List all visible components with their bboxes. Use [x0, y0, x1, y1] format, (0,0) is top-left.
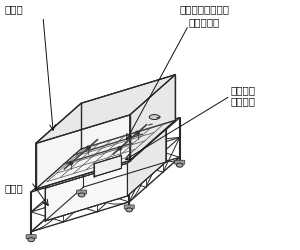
FancyBboxPatch shape — [26, 235, 36, 239]
Polygon shape — [36, 104, 81, 190]
Polygon shape — [128, 130, 166, 196]
Text: ２軸マイクロホン: ２軸マイクロホン — [180, 4, 230, 15]
Polygon shape — [36, 121, 175, 190]
Polygon shape — [94, 156, 122, 177]
Text: トラバース: トラバース — [189, 17, 220, 27]
Polygon shape — [45, 130, 166, 188]
Polygon shape — [81, 76, 175, 150]
Polygon shape — [130, 76, 175, 161]
Circle shape — [87, 146, 90, 150]
Ellipse shape — [78, 193, 85, 197]
Circle shape — [118, 147, 122, 150]
Polygon shape — [36, 76, 175, 144]
Circle shape — [69, 162, 73, 165]
Ellipse shape — [176, 164, 183, 168]
Text: 残響箱: 残響箱 — [4, 182, 23, 192]
Polygon shape — [36, 116, 130, 190]
FancyBboxPatch shape — [175, 160, 185, 164]
Circle shape — [136, 132, 139, 135]
Ellipse shape — [28, 238, 34, 242]
Polygon shape — [45, 162, 166, 221]
Text: 無響箱: 無響箱 — [4, 4, 23, 15]
Text: カセット: カセット — [230, 96, 255, 106]
Polygon shape — [45, 164, 128, 221]
FancyBboxPatch shape — [76, 190, 87, 194]
Ellipse shape — [149, 115, 160, 120]
Polygon shape — [83, 130, 166, 187]
Text: 試料取付: 試料取付 — [230, 85, 255, 95]
FancyBboxPatch shape — [124, 205, 134, 209]
Ellipse shape — [126, 208, 133, 212]
